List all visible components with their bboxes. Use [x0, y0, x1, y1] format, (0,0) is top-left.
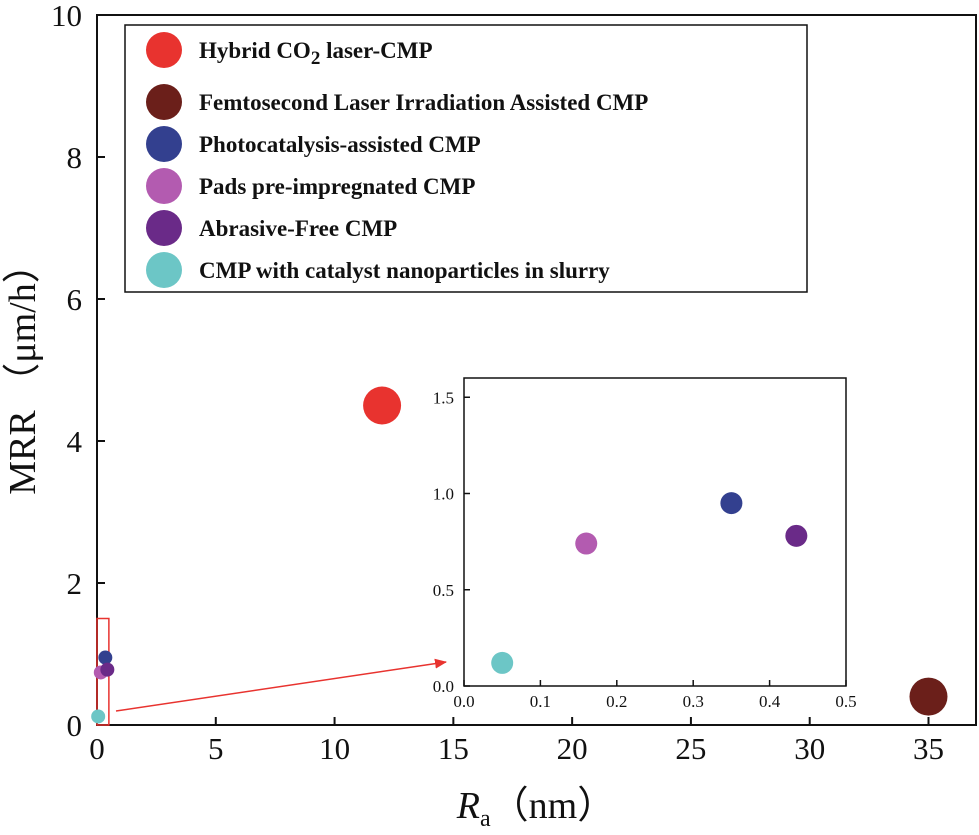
x-axis-title: Ra（nm） — [456, 785, 615, 832]
legend-label-subscript: 2 — [311, 48, 321, 69]
data-point — [91, 709, 106, 724]
inset-y-tick-label: 1.5 — [433, 388, 454, 407]
legend-marker — [146, 252, 182, 288]
inset-y-tick-label: 0.0 — [433, 677, 454, 696]
legend-marker — [146, 168, 182, 204]
y-tick-label: 4 — [67, 424, 83, 459]
data-point — [909, 677, 948, 716]
legend-label-part: Hybrid CO — [199, 38, 311, 63]
inset-x-tick-label: 0.5 — [835, 692, 856, 711]
inset-data-point — [785, 524, 808, 547]
legend-box — [124, 24, 808, 293]
legend-label: Hybrid CO2 laser-CMP — [199, 38, 433, 69]
data-point — [363, 386, 402, 425]
x-tick-label: 15 — [438, 731, 469, 766]
inset-tick-labels: 0.0 0.1 0.2 0.3 0.4 0.5 0.0 0.5 1.0 1.5 — [433, 388, 857, 711]
main-plot-frame — [96, 14, 977, 726]
inset-x-tick-label: 0.2 — [606, 692, 627, 711]
zoom-arrow — [115, 658, 447, 712]
data-point — [98, 650, 113, 665]
legend-marker — [146, 210, 182, 246]
inset-data-point — [491, 651, 514, 674]
legend-label: Femtosecond Laser Irradiation Assisted C… — [199, 90, 648, 115]
legend-marker — [146, 126, 182, 162]
legend-label-part: laser-CMP — [320, 38, 432, 63]
inset-x-tick-label: 0.0 — [453, 692, 474, 711]
x-tick-label: 10 — [319, 731, 350, 766]
legend-label: Photocatalysis-assisted CMP — [199, 132, 481, 157]
y-tick-label: 0 — [67, 708, 83, 743]
inset-axis-ticks — [463, 396, 847, 687]
x-tick-label: 35 — [913, 731, 944, 766]
main-data-points — [91, 386, 948, 724]
x-axis-title-main: R — [456, 785, 480, 827]
inset-data-points — [491, 492, 808, 674]
y-axis-title: MRR （μm/h） — [2, 245, 44, 494]
x-tick-label: 0 — [89, 731, 105, 766]
inset-plot-frame — [463, 377, 847, 687]
x-axis-title-sub: a — [480, 806, 491, 832]
legend-marker — [146, 84, 182, 120]
inset-y-tick-label: 1.0 — [433, 485, 454, 504]
x-tick-label: 30 — [794, 731, 825, 766]
legend-label: Pads pre-impregnated CMP — [199, 174, 475, 199]
inset-x-tick-label: 0.3 — [683, 692, 704, 711]
inset-data-point — [575, 532, 598, 555]
y-tick-label: 10 — [51, 0, 82, 33]
x-tick-label: 5 — [208, 731, 224, 766]
inset-y-tick-label: 0.5 — [433, 581, 454, 600]
legend-label: Abrasive-Free CMP — [199, 216, 397, 241]
inset-data-point — [720, 492, 743, 515]
legend-marker — [146, 32, 182, 68]
main-tick-labels: 0 5 10 15 20 25 30 35 0 2 4 6 8 10 — [51, 0, 944, 766]
y-tick-label: 8 — [67, 140, 83, 175]
y-tick-label: 6 — [67, 282, 83, 317]
inset-x-tick-label: 0.4 — [759, 692, 781, 711]
legend-label: CMP with catalyst nanoparticles in slurr… — [199, 258, 610, 283]
inset-x-tick-label: 0.1 — [530, 692, 551, 711]
y-tick-label: 2 — [67, 566, 83, 601]
data-point — [100, 662, 115, 677]
x-axis-title-unit: （nm） — [491, 785, 616, 827]
x-tick-label: 25 — [675, 731, 706, 766]
x-tick-label: 20 — [557, 731, 588, 766]
legend: Hybrid CO2 laser-CMP Femtosecond Laser Ir… — [146, 32, 648, 288]
